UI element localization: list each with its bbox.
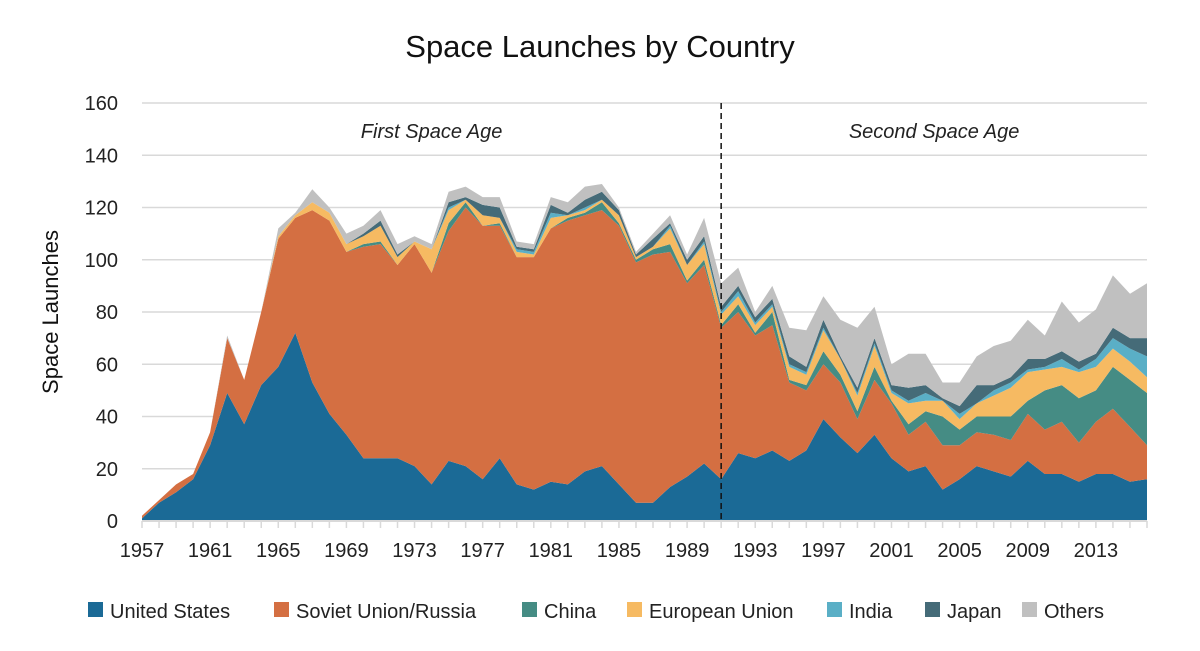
x-tick-label: 2009 <box>1006 540 1051 562</box>
y-tick-label: 80 <box>96 302 118 324</box>
y-tick-label: 120 <box>85 198 118 220</box>
legend-swatch <box>274 602 289 617</box>
era-label: First Space Age <box>361 121 503 143</box>
x-tick-label: 2001 <box>869 540 914 562</box>
legend-swatch <box>627 602 642 617</box>
x-tick-label: 1989 <box>665 540 710 562</box>
y-tick-label: 40 <box>96 407 118 429</box>
x-tick-label: 2005 <box>937 540 982 562</box>
legend-label: India <box>849 601 893 623</box>
legend: United States Soviet Union/Russia China Eur… <box>88 601 1104 623</box>
x-tick-label: 1993 <box>733 540 778 562</box>
legend-label: United States <box>110 601 230 623</box>
x-tick-label: 1997 <box>801 540 846 562</box>
legend-label: Others <box>1044 601 1104 623</box>
y-tick-label: 0 <box>107 511 118 533</box>
x-tick-label: 1977 <box>460 540 505 562</box>
x-tick-label: 1981 <box>529 540 574 562</box>
y-tick-label: 140 <box>85 145 118 167</box>
x-tick-label: 1973 <box>392 540 437 562</box>
area-series <box>142 184 1147 521</box>
annotations: First Space Age Second Space Age <box>361 103 1020 521</box>
legend-swatch <box>827 602 842 617</box>
legend-label: China <box>544 601 597 623</box>
legend-swatch <box>1022 602 1037 617</box>
legend-swatch <box>522 602 537 617</box>
legend-label: European Union <box>649 601 794 623</box>
x-tick-label: 1969 <box>324 540 369 562</box>
x-tick-label: 1957 <box>120 540 165 562</box>
x-tick-label: 1985 <box>597 540 642 562</box>
x-tick-label: 2013 <box>1074 540 1119 562</box>
era-label: Second Space Age <box>849 121 1020 143</box>
area-united-states <box>142 332 1147 521</box>
x-tick-label: 1961 <box>188 540 233 562</box>
legend-label: Soviet Union/Russia <box>296 601 477 623</box>
legend-label: Japan <box>947 601 1002 623</box>
chart-title: Space Launches by Country <box>405 29 795 64</box>
area-soviet-union-russia <box>142 207 1147 519</box>
y-tick-label: 160 <box>85 93 118 115</box>
axes: 0 20 40 60 80 100 120 140 160 1957 1961 1965 1969 197… <box>85 93 1148 562</box>
y-tick-label: 60 <box>96 354 118 376</box>
y-tick-label: 20 <box>96 459 118 481</box>
x-tick-label: 1965 <box>256 540 301 562</box>
y-tick-label: 100 <box>85 250 118 272</box>
legend-swatch <box>88 602 103 617</box>
y-axis-label: Space Launches <box>38 230 63 394</box>
legend-swatch <box>925 602 940 617</box>
